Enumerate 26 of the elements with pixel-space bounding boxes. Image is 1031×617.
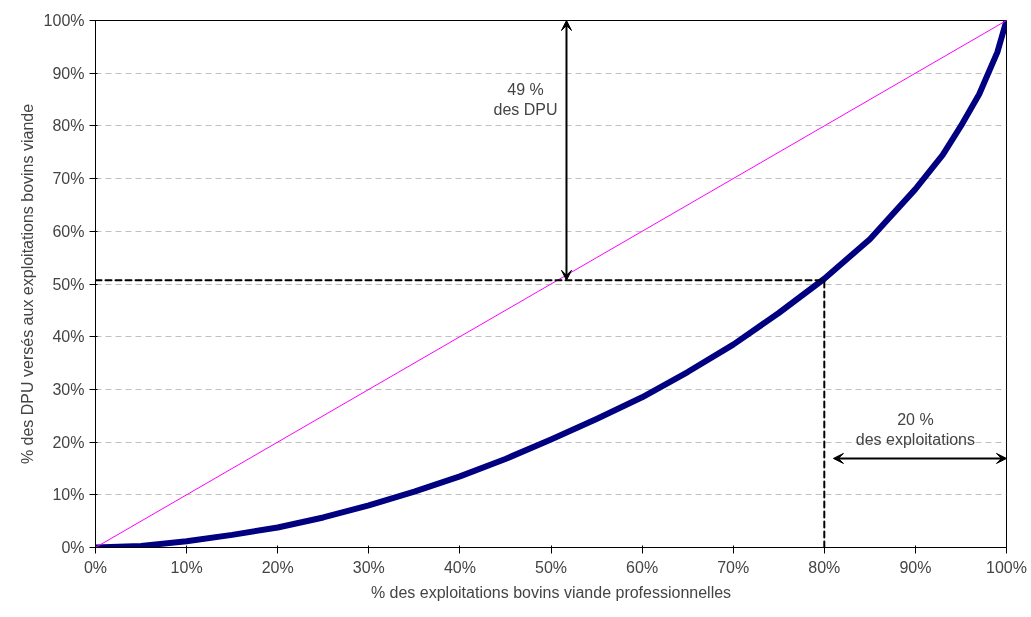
x-tick-label: 90% (899, 558, 932, 576)
x-tick-label: 10% (170, 558, 203, 576)
x-tick-label: 20% (261, 558, 294, 576)
y-tick-label: 50% (52, 275, 85, 293)
x-tick-label: 60% (626, 558, 659, 576)
y-tick-label: 90% (52, 64, 85, 82)
y-tick-label: 100% (43, 12, 85, 29)
y-axis-title: % des DPU versés aux exploitations bovins viande (18, 103, 36, 465)
x-tick-label: 50% (534, 558, 568, 576)
x-tick-label: 80% (808, 558, 841, 576)
annotation: 20 % des exploitations (855, 410, 975, 449)
x-tick-label: 30% (352, 558, 385, 576)
y-tick-label: 60% (52, 222, 85, 240)
x-axis-title: % des exploitations bovins viande professionnelles (370, 583, 732, 601)
annotation: 49 % des DPU (493, 80, 558, 119)
y-tick-label: 10% (52, 486, 85, 504)
y-tick-label: 80% (52, 117, 85, 135)
x-tick-label: 100% (986, 558, 1027, 576)
x-tick-label: 70% (717, 558, 750, 576)
y-tick-label: 20% (52, 433, 85, 451)
x-tick-label: 40% (443, 558, 476, 576)
y-tick-label: 40% (52, 328, 85, 346)
y-tick-label: 30% (52, 380, 85, 398)
x-tick-label: 0% (83, 558, 108, 576)
y-tick-label: 0% (61, 539, 85, 556)
y-tick-label: 70% (52, 170, 85, 188)
